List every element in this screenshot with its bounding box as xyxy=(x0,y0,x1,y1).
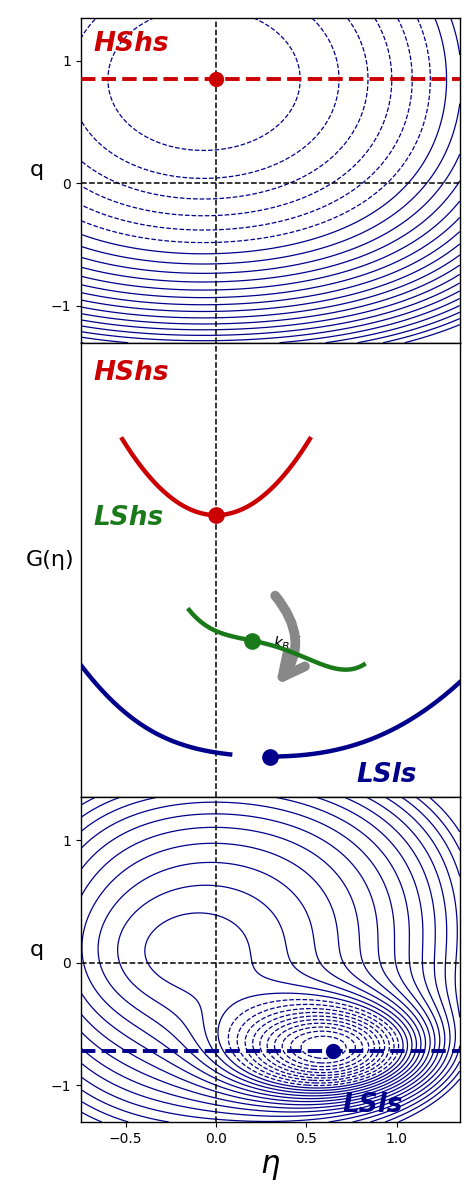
Text: HShs: HShs xyxy=(93,360,169,386)
Text: LSls: LSls xyxy=(342,1092,403,1118)
Y-axis label: q: q xyxy=(29,940,44,960)
Text: LSls: LSls xyxy=(357,762,417,787)
Text: LShs: LShs xyxy=(93,504,164,530)
Text: HShs: HShs xyxy=(93,31,169,58)
Y-axis label: G(η): G(η) xyxy=(26,550,74,570)
Y-axis label: q: q xyxy=(29,161,44,180)
Text: $k_BT$: $k_BT$ xyxy=(273,635,302,653)
X-axis label: η: η xyxy=(261,1151,280,1181)
